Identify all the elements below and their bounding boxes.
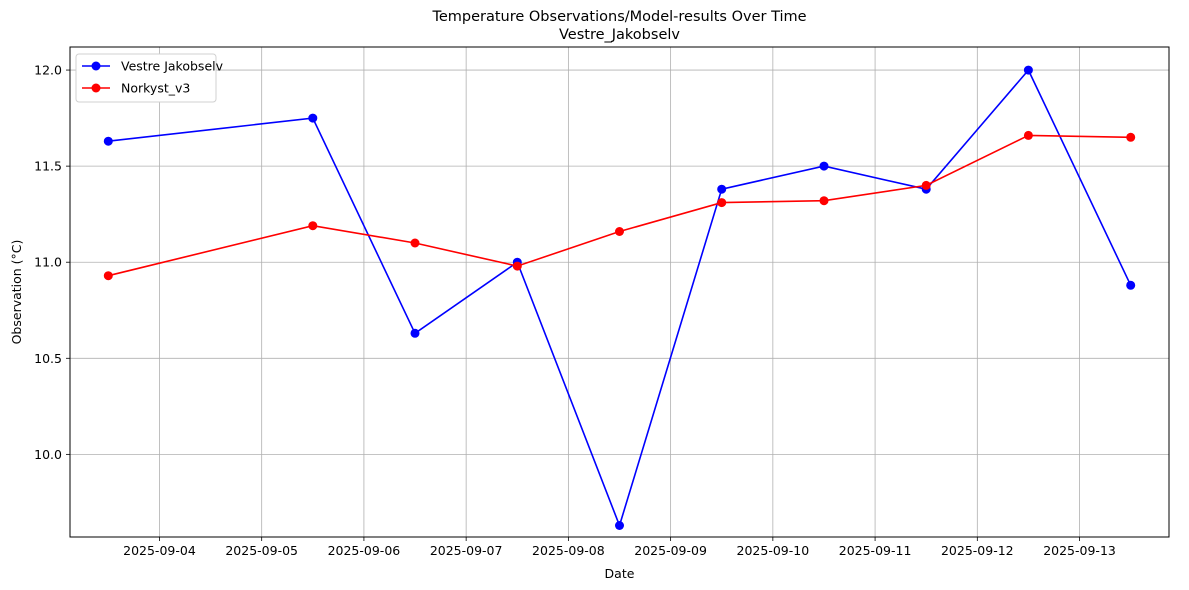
y-axis-ticks: 10.0 10.5 11.0 11.5 12.0 [34,63,70,462]
x-axis-ticks: 2025-09-04 2025-09-05 2025-09-06 2025-09-07… [123,537,1116,558]
grid-lines [70,47,1169,537]
x-tick-label: 2025-09-12 [941,543,1014,558]
x-tick-label: 2025-09-08 [532,543,605,558]
data-point [717,184,727,194]
data-point [410,238,420,248]
data-point [103,136,113,146]
data-point [819,161,829,171]
data-point [308,113,318,123]
plot-frame [69,46,1170,538]
x-tick-label: 2025-09-11 [839,543,912,558]
series-lines [103,65,1136,530]
x-axis-label: Date [605,566,635,581]
x-tick-label: 2025-09-13 [1043,543,1116,558]
x-tick-label: 2025-09-06 [328,543,401,558]
data-point [615,521,624,530]
x-tick-label: 2025-09-05 [225,543,298,558]
data-point [819,196,829,206]
x-tick-label: 2025-09-04 [123,543,196,558]
legend-marker-norkyst [91,83,101,93]
legend-box [75,53,217,103]
x-tick-label: 2025-09-10 [737,543,810,558]
y-tick-label: 11.0 [34,255,62,270]
data-point [410,328,420,338]
legend: Vestre Jakobselv Norkyst_v3 [75,53,224,103]
data-point [512,261,522,271]
data-point [308,221,318,231]
series-line-1 [108,134,1131,277]
y-tick-label: 10.5 [34,351,62,366]
legend-label-norkyst: Norkyst_v3 [121,81,190,96]
data-point [921,180,931,190]
legend-marker-vestre [91,61,101,71]
data-point [717,198,727,208]
x-tick-label: 2025-09-09 [634,543,707,558]
y-tick-label: 10.0 [34,447,62,462]
legend-label-vestre: Vestre Jakobselv [121,59,224,74]
data-point [1126,132,1136,142]
x-tick-label: 2025-09-07 [430,543,503,558]
y-tick-label: 12.0 [34,63,62,78]
data-point [1126,280,1136,290]
y-axis-label: Observation (°C) [9,240,24,345]
data-point [1023,65,1033,75]
series-line-0 [108,68,1132,528]
chart-subtitle: Vestre_Jakobselv [559,27,680,43]
y-tick-label: 11.5 [34,159,62,174]
data-point [1023,130,1033,140]
data-point [103,271,113,281]
chart-title: Temperature Observations/Model-results O… [431,9,806,25]
data-point [615,227,624,236]
